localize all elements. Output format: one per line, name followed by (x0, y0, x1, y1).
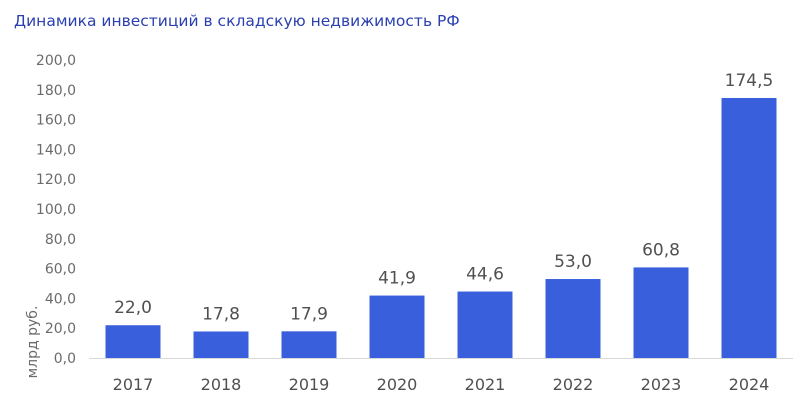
bar (457, 291, 513, 358)
y-tick-label: 180,0 (36, 83, 76, 99)
data-label: 22,0 (114, 298, 152, 318)
bar (281, 331, 337, 358)
y-tick-label: 80,0 (45, 232, 76, 248)
y-tick-label: 120,0 (36, 172, 76, 188)
data-label: 174,5 (725, 71, 774, 91)
y-tick-label: 0,0 (54, 351, 76, 367)
data-label: 44,6 (466, 265, 504, 285)
x-tick-label: 2023 (641, 375, 682, 394)
x-tick-label: 2019 (289, 375, 330, 394)
y-axis-title: млрд руб. (25, 306, 41, 379)
bar (633, 267, 689, 358)
y-tick-label: 160,0 (36, 113, 76, 129)
y-tick-label: 60,0 (45, 262, 76, 278)
x-tick-label: 2017 (113, 375, 154, 394)
x-tick-label: 2022 (553, 375, 594, 394)
y-tick-label: 200,0 (36, 53, 76, 69)
x-tick-label: 2018 (201, 375, 242, 394)
bar (369, 295, 425, 358)
data-label: 41,9 (378, 269, 416, 289)
x-tick-label: 2021 (465, 375, 506, 394)
bar (105, 325, 161, 358)
data-label: 60,8 (642, 240, 680, 260)
y-tick-label: 140,0 (36, 142, 76, 158)
data-label: 17,8 (202, 304, 240, 324)
data-label: 53,0 (554, 252, 592, 272)
y-tick-label: 40,0 (45, 291, 76, 307)
bar (545, 279, 601, 358)
x-tick-label: 2024 (729, 375, 770, 394)
x-tick-label: 2020 (377, 375, 418, 394)
bar (721, 97, 777, 359)
y-tick-label: 100,0 (36, 202, 76, 218)
bar (193, 331, 249, 358)
y-tick-label: 20,0 (45, 321, 76, 337)
data-label: 17,9 (290, 304, 328, 324)
chart-title: Динамика инвестиций в складскую недвижим… (14, 12, 460, 30)
